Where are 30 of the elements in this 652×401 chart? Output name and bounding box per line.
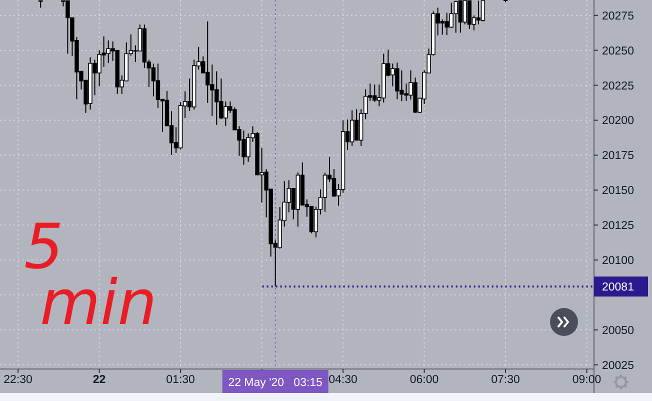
x-tick-label: 22:30	[4, 374, 32, 386]
y-tick-label: 20150	[602, 185, 634, 198]
annotation: 5 min	[24, 210, 157, 339]
y-tick-label: 20250	[602, 45, 634, 58]
x-tick-label: 01:30	[166, 374, 195, 386]
y-tick-label: 20100	[602, 255, 634, 267]
candlestick	[322, 172, 328, 212]
x-tick-label: 06:00	[410, 374, 439, 386]
y-tick-label: 20225	[602, 80, 634, 92]
candlestick	[350, 110, 354, 146]
candlestick	[480, 0, 486, 22]
y-tick-label: 20200	[602, 115, 634, 128]
x-tick-label: 22	[92, 374, 106, 386]
y-tick-label: 20050	[602, 324, 634, 337]
y-tick-label: 20175	[602, 150, 634, 162]
y-tick-label: 20125	[602, 220, 634, 232]
candlestick	[467, 0, 472, 30]
y-tick-label: 20275	[602, 10, 634, 22]
candlestick	[476, 0, 481, 25]
candlestick	[332, 168, 336, 198]
candlestick	[462, 0, 468, 25]
ref-line-label: 20081	[602, 282, 634, 294]
candlestick	[354, 108, 359, 141]
x-tick-label: 09:00	[572, 374, 602, 386]
y-tick-label: 20025	[602, 360, 634, 372]
ref-line-label: 22 May '20 03:15	[228, 377, 322, 390]
x-tick-label: 07:30	[491, 374, 520, 386]
candlestick	[156, 63, 160, 108]
x-tick-label: 04:30	[328, 374, 358, 386]
candlestick	[151, 63, 156, 97]
